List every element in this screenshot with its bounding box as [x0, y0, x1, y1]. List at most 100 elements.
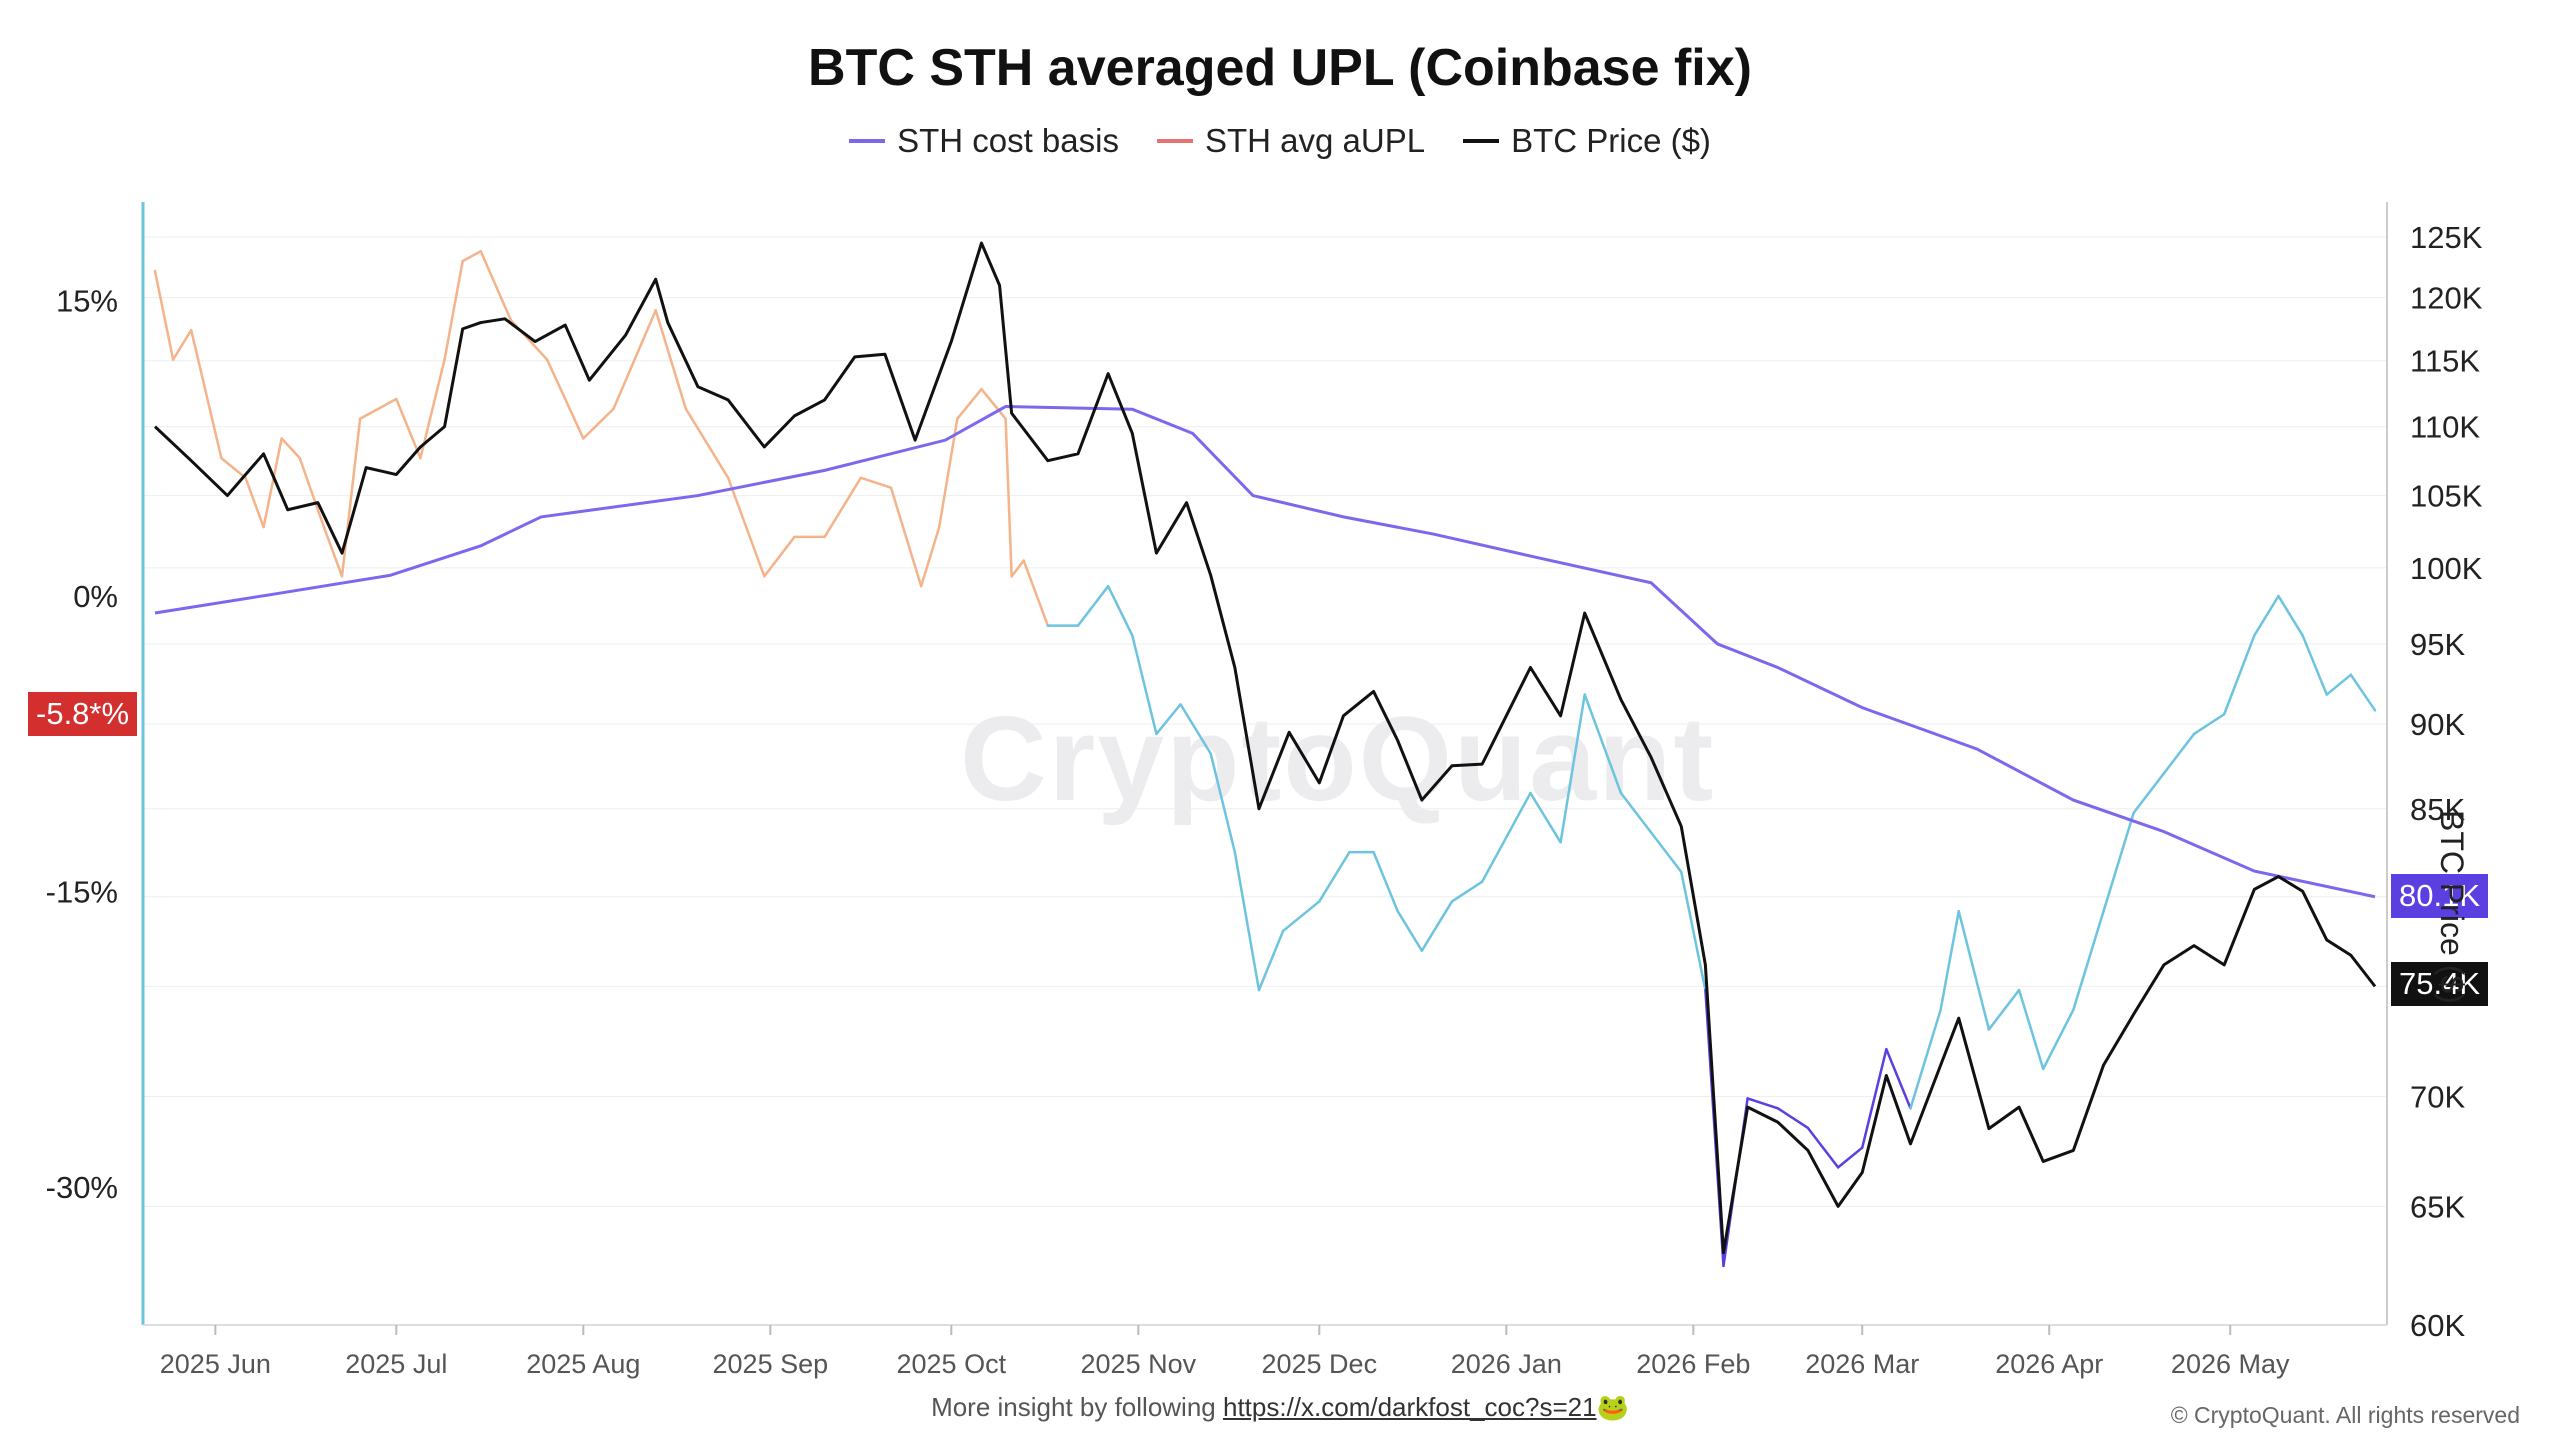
x-tick-label: 2026 Mar: [1805, 1349, 1919, 1379]
aupl-segment: [1106, 584, 1134, 637]
legend-item-price[interactable]: BTC Price ($): [1463, 122, 1711, 160]
aupl-segment: [1131, 634, 1158, 736]
right-tick-label: 120K: [2410, 281, 2483, 316]
aupl-segment: [1957, 910, 1991, 1031]
x-tick-label: 2025 Jul: [345, 1349, 447, 1379]
aupl-segment: [1209, 752, 1237, 854]
x-tick-label: 2025 Aug: [526, 1349, 640, 1379]
aupl-segment: [1885, 1047, 1912, 1110]
aupl-segment: [1746, 1097, 1780, 1110]
right-tick-label: 105K: [2410, 479, 2483, 514]
aupl-segment: [244, 476, 265, 529]
aupl-segment: [1680, 870, 1707, 992]
aupl-segment: [1420, 900, 1454, 952]
legend-item-aupl[interactable]: STH avg aUPL: [1156, 122, 1425, 160]
footer-text: More insight by following: [931, 1392, 1223, 1422]
aupl-segment: [280, 437, 302, 460]
right-tick-label: 125K: [2410, 220, 2483, 255]
aupl-segment: [1450, 880, 1484, 903]
aupl-segment: [1155, 703, 1182, 736]
right-axis-title: BTC Price ($): [2434, 810, 2470, 1004]
aupl-segment: [2017, 988, 2045, 1071]
aupl-segment: [859, 476, 893, 489]
footer-note: More insight by following https://x.com/…: [0, 1392, 2560, 1423]
left-tick-label: -15%: [46, 875, 118, 910]
cost-basis-line: [154, 405, 2376, 899]
aupl-segment: [582, 407, 615, 440]
aupl-segment: [1529, 791, 1562, 844]
legend-item-cost-basis[interactable]: STH cost basis: [849, 122, 1119, 160]
aupl-segment: [1318, 850, 1351, 903]
price-line: [153, 241, 2377, 1255]
right-tick-label: 85K: [2410, 792, 2465, 827]
aupl-segment: [443, 259, 464, 361]
x-tick-label: 2025 Nov: [1081, 1349, 1197, 1379]
aupl-segment: [2222, 634, 2256, 716]
aupl-segment: [612, 309, 657, 411]
aupl-segment: [189, 328, 223, 460]
aupl-segment: [2192, 712, 2226, 736]
aupl-segment: [654, 309, 688, 411]
aupl-segment: [1836, 1146, 1864, 1169]
aupl-segment: [1776, 1107, 1810, 1130]
aupl-segment: [395, 397, 422, 460]
aupl-segment: [1480, 791, 1532, 883]
aupl-series: [153, 250, 2377, 1268]
aupl-segment: [1939, 910, 1960, 1012]
aupl-segment: [1257, 929, 1285, 992]
aupl-segment: [763, 535, 796, 578]
aupl-segment: [1619, 791, 1653, 834]
aupl-segment: [298, 456, 326, 529]
aupl-segment: [262, 437, 283, 529]
aupl-segment: [2349, 673, 2377, 712]
aupl-segment: [1372, 850, 1399, 913]
right-tick-label: 65K: [2410, 1189, 2465, 1224]
legend-swatch: [1463, 139, 1500, 143]
right-tick-label: 100K: [2410, 551, 2483, 586]
frog-icon: 🐸: [1596, 1392, 1629, 1422]
aupl-segment: [1179, 703, 1212, 755]
x-tick-label: 2025 Oct: [897, 1349, 1007, 1379]
aupl-segment: [1076, 584, 1110, 627]
aupl-segment: [479, 250, 513, 322]
price-current-badge: 75.4K: [2391, 962, 2489, 1006]
aupl-segment: [322, 525, 344, 578]
cost-basis-current-badge: 80.1K: [2391, 874, 2489, 918]
aupl-segment: [980, 387, 1007, 420]
axis-labels: 125K 120K 115K 110K 105K 100K 95K 90K 85K 70K 65K 6…: [46, 220, 2483, 1379]
aupl-segment: [726, 476, 766, 578]
right-tick-label: 110K: [2410, 410, 2480, 445]
aupl-segment: [1010, 559, 1025, 578]
right-tick-label: 70K: [2410, 1080, 2465, 1115]
aupl-current-badge: -5.8*%: [28, 692, 138, 736]
copyright: © CryptoQuant. All rights reserved: [2170, 1402, 2520, 1428]
left-tick-label: -30%: [46, 1170, 118, 1205]
aupl-segment: [1806, 1126, 1840, 1169]
aupl-segment: [1909, 1008, 1942, 1110]
aupl-segment: [2132, 772, 2166, 815]
chart-title: BTC STH averaged UPL (Coinbase fix): [808, 39, 1752, 97]
legend-swatch: [1156, 139, 1193, 143]
right-tick-label: 115K: [2410, 344, 2480, 379]
aupl-segment: [1860, 1047, 1888, 1149]
watermark: CryptoQuant: [960, 692, 1716, 826]
x-tick-label: 2025 Jun: [160, 1349, 271, 1379]
aupl-segment: [1022, 559, 1050, 627]
aupl-segment: [1004, 417, 1013, 578]
aupl-segment: [171, 328, 193, 361]
x-tick-label: 2026 Apr: [1995, 1349, 2103, 1379]
aupl-segment: [823, 476, 863, 539]
aupl-segment: [2162, 732, 2196, 775]
aupl-segment: [461, 250, 483, 263]
footer-link[interactable]: https://x.com/darkfost_coc?s=21: [1222, 1392, 1597, 1422]
aupl-segment: [545, 358, 585, 440]
aupl-segment: [684, 407, 730, 480]
right-tick-label: 60K: [2410, 1308, 2465, 1343]
aupl-segment: [2102, 811, 2135, 913]
aupl-segment: [153, 269, 175, 361]
aupl-segment: [2277, 594, 2304, 637]
x-tick-label: 2026 May: [2171, 1349, 2290, 1379]
right-tick-label: 90K: [2410, 707, 2465, 742]
legend-swatch: [849, 139, 886, 143]
